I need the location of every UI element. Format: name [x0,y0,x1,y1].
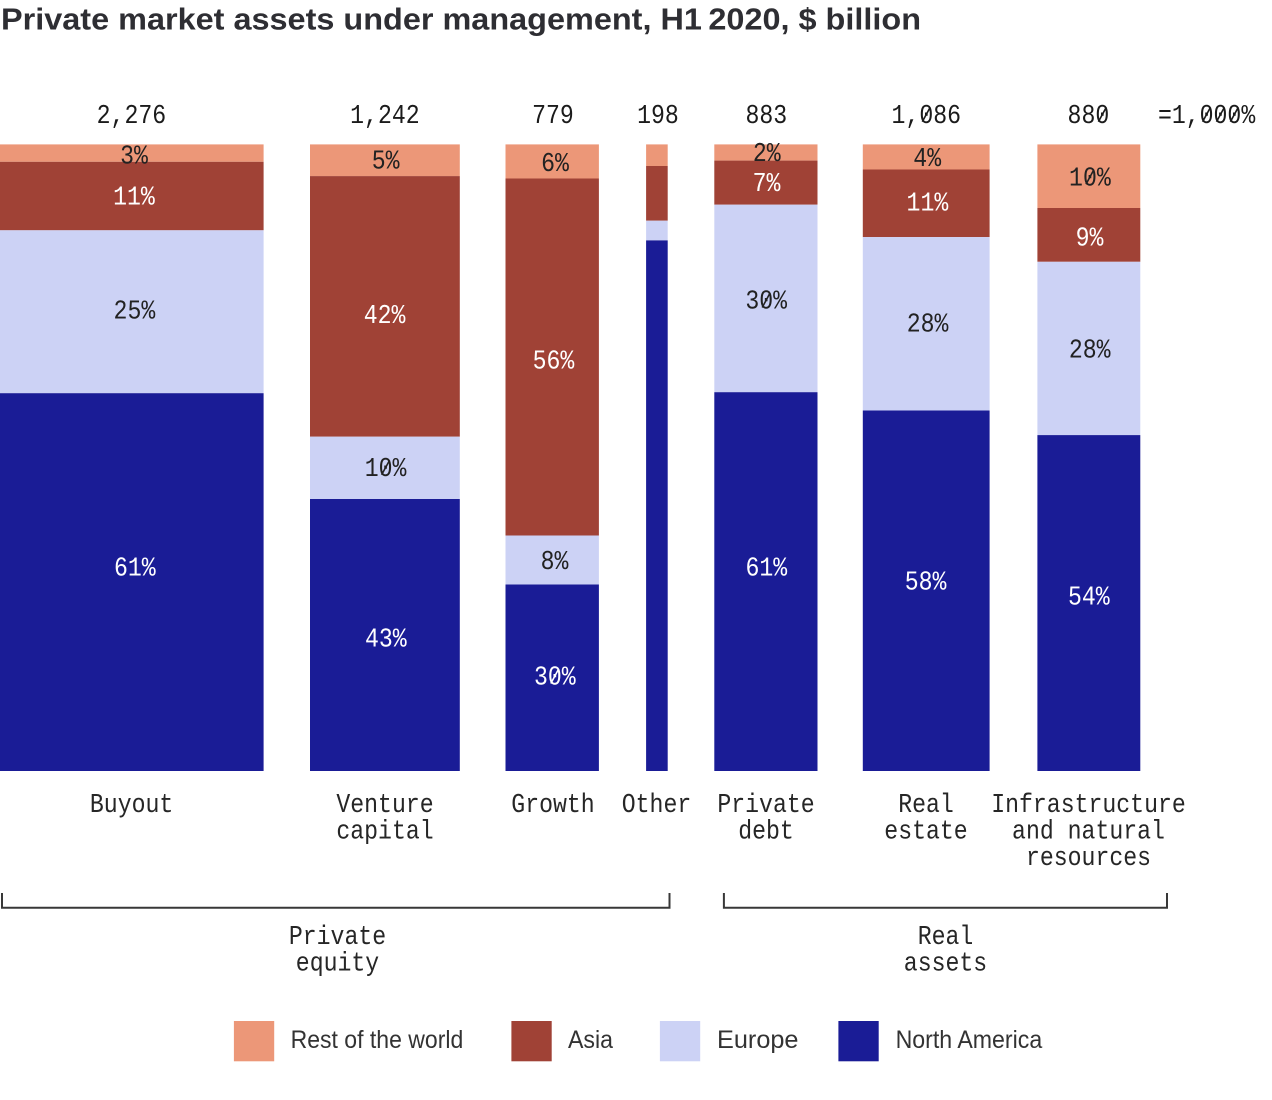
svg-text:58%: 58% [905,567,947,597]
svg-text:resources: resources [1026,843,1151,873]
svg-text:1,242: 1,242 [350,101,420,131]
svg-text:Venture: Venture [336,790,433,820]
svg-text:North America: North America [896,1026,1043,1054]
svg-text:Real: Real [918,922,974,952]
svg-text:Other: Other [622,790,692,820]
svg-text:2%: 2% [753,139,781,169]
svg-text:equity: equity [296,948,379,978]
svg-text:Real: Real [898,790,954,820]
svg-text:56%: 56% [533,347,575,377]
svg-text:779: 779 [532,101,574,131]
svg-text:Private market assets under ma: Private market assets under management, … [1,3,921,37]
svg-text:Europe: Europe [717,1026,799,1054]
svg-text:3%: 3% [120,142,148,172]
svg-text:8%: 8% [541,547,569,577]
svg-text:43%: 43% [365,625,407,655]
svg-text:5%: 5% [372,147,400,177]
svg-text:assets: assets [904,948,987,978]
svg-text:25%: 25% [114,297,156,327]
svg-text:capital: capital [336,816,433,846]
svg-text:61%: 61% [745,554,787,584]
svg-text:7%: 7% [753,169,781,199]
svg-text:28%: 28% [907,310,949,340]
svg-text:54%: 54% [1068,583,1110,613]
svg-text:4%: 4% [913,144,941,174]
svg-text:42%: 42% [364,301,406,331]
svg-text:6%: 6% [541,149,569,179]
svg-text:estate: estate [884,816,967,846]
svg-text:198: 198 [637,101,679,131]
svg-text:debt: debt [738,816,794,846]
svg-text:883: 883 [745,101,787,131]
svg-text:880: 880 [1068,101,1110,131]
svg-text:11%: 11% [907,189,949,219]
svg-text:and natural: and natural [1012,816,1165,846]
svg-text:Buyout: Buyout [90,790,173,820]
svg-text:Growth: Growth [511,790,594,820]
svg-text:9%: 9% [1076,223,1104,253]
svg-text:Private: Private [717,790,814,820]
svg-text:28%: 28% [1069,335,1111,365]
svg-text:Rest of the world: Rest of the world [291,1026,464,1054]
svg-text:Infrastructure: Infrastructure [991,790,1186,820]
svg-text:2,276: 2,276 [97,101,167,131]
svg-text:61%: 61% [114,554,156,584]
svg-text:Private: Private [289,922,386,952]
svg-text:Asia: Asia [568,1026,613,1054]
svg-text:11%: 11% [113,183,155,213]
